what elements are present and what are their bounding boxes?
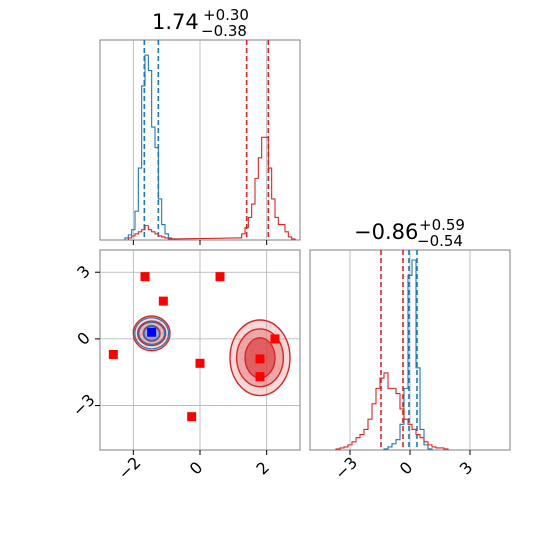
panel-1-title-value: 1.74 (152, 10, 199, 34)
red-square-marker (255, 372, 265, 382)
x-tick-label: −2 (114, 453, 144, 483)
red-square-marker (195, 358, 205, 368)
blue-cluster-contour-line (143, 325, 160, 341)
sample-point (251, 326, 254, 329)
sample-point (274, 330, 277, 333)
red-square-marker (215, 272, 225, 282)
sample-point (242, 333, 246, 336)
panel-2-title: −0.86 +0.59 −0.54 (354, 218, 465, 249)
blue-square-marker (147, 327, 157, 337)
x-tick-label: 0 (186, 458, 207, 479)
red-square-marker (108, 349, 118, 359)
x-tick-label: 3 (456, 458, 477, 479)
hist-red-series (335, 372, 449, 450)
x-tick-label: 0 (396, 458, 417, 479)
x-tick-label: −3 (331, 453, 361, 483)
panel-2-title-value: −0.86 (354, 220, 419, 244)
red-square-marker (255, 354, 265, 364)
sample-point (239, 375, 242, 379)
panel-1-title-lower-error: −0.38 (201, 22, 247, 40)
sample-point (267, 385, 271, 388)
red-square-marker (158, 296, 168, 306)
y-tick-label: 0 (73, 328, 94, 349)
panel-1-title-upper-error: +0.30 (203, 6, 249, 24)
blue-cluster-contour-line (134, 317, 170, 350)
y-tick-label: 3 (73, 262, 94, 283)
y-tick-label: −3 (69, 390, 99, 420)
x-tick-label: 2 (252, 458, 273, 479)
sample-point (240, 377, 243, 380)
sample-point (269, 325, 272, 328)
hist-blue-series (124, 54, 176, 240)
blue-cluster-contour-line (138, 321, 166, 345)
red-square-marker (140, 272, 150, 282)
red-square-marker (270, 334, 280, 344)
panel-2-title-lower-error: −0.54 (417, 232, 463, 250)
hist-red-series (127, 136, 296, 240)
sample-point (256, 388, 259, 391)
red-square-marker (187, 412, 197, 422)
panel-1-title: 1.74 +0.30 −0.38 (152, 8, 249, 39)
panel-2-title-upper-error: +0.59 (419, 216, 465, 234)
